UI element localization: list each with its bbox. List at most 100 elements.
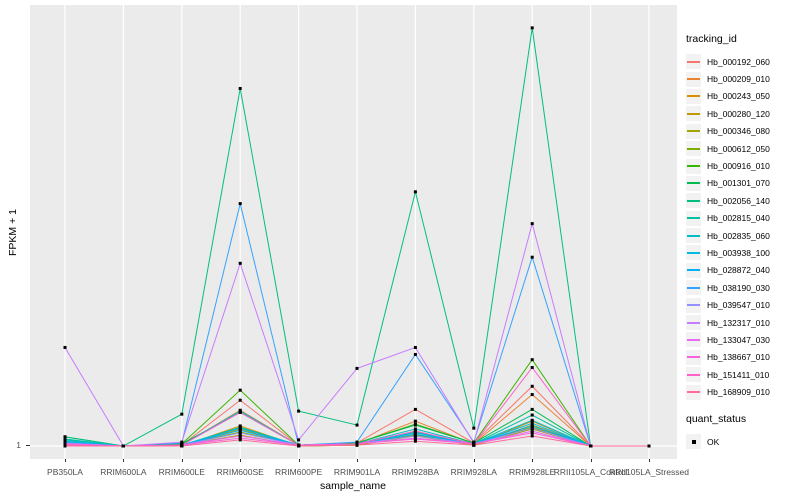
legend-item: Hb_138667_010 bbox=[686, 349, 770, 366]
data-point bbox=[238, 434, 242, 438]
legend-quant-title: quant_status bbox=[686, 412, 747, 425]
data-point bbox=[355, 443, 359, 447]
legend-item: Hb_038190_030 bbox=[686, 279, 770, 296]
data-point bbox=[180, 412, 184, 416]
legend-item-label: Hb_002056_140 bbox=[707, 195, 770, 206]
legend-item-label: Hb_151411_010 bbox=[707, 369, 770, 380]
data-point bbox=[413, 352, 417, 356]
data-point bbox=[238, 261, 242, 265]
x-tick-mark bbox=[123, 459, 125, 462]
x-tick-mark bbox=[590, 459, 592, 462]
legend-key-line-icon bbox=[687, 234, 700, 237]
x-tick-label: RRIM928BA bbox=[391, 467, 440, 477]
x-axis-title: sample_name bbox=[320, 480, 386, 492]
legend-item: Hb_133047_030 bbox=[686, 331, 770, 348]
legend-item-label: Hb_000916_010 bbox=[707, 161, 770, 172]
legend-item: Hb_003938_100 bbox=[686, 244, 770, 261]
quant-ok-key bbox=[686, 434, 701, 449]
legend-item: Hb_002056_140 bbox=[686, 192, 770, 209]
data-point bbox=[238, 438, 242, 442]
legend-item: Hb_000916_010 bbox=[686, 157, 770, 174]
legend-item: Hb_039547_010 bbox=[686, 296, 770, 313]
legend-item-label: Hb_003938_100 bbox=[707, 247, 770, 258]
data-point bbox=[413, 437, 417, 441]
data-point bbox=[180, 444, 184, 448]
legend-item-label: Hb_002815_040 bbox=[707, 213, 770, 224]
legend-item: Hb_002835_060 bbox=[686, 227, 770, 244]
legend-item-label: Hb_000192_060 bbox=[707, 56, 770, 67]
legend-item-label: Hb_000243_050 bbox=[707, 91, 770, 102]
quant-status-section: quant_status OK bbox=[686, 413, 770, 450]
x-tick-mark bbox=[357, 459, 358, 462]
data-point bbox=[297, 438, 301, 442]
legend-key-line-icon bbox=[687, 217, 700, 220]
legend-item: Hb_000192_060 bbox=[686, 53, 770, 70]
legend-key bbox=[686, 262, 701, 278]
legend-item: Hb_168909_010 bbox=[686, 383, 770, 400]
data-point bbox=[355, 423, 359, 427]
legend-key bbox=[686, 106, 701, 122]
legend-item-label: Hb_039547_010 bbox=[707, 300, 770, 311]
data-point bbox=[589, 444, 593, 448]
data-point bbox=[530, 366, 534, 370]
legend-item: Hb_000280_120 bbox=[686, 105, 770, 122]
legend-item: Hb_028872_040 bbox=[686, 262, 770, 279]
x-tick-mark bbox=[298, 459, 300, 462]
x-tick-mark bbox=[532, 459, 534, 462]
data-point bbox=[530, 424, 534, 428]
legend-item: Hb_002815_040 bbox=[686, 210, 770, 227]
x-tick-label: RRIM901LA bbox=[333, 467, 381, 477]
legend-item-label: OK bbox=[707, 436, 720, 447]
legend: tracking_id Hb_000192_060 Hb_000209_010 Hb… bbox=[686, 33, 770, 450]
data-point bbox=[413, 423, 417, 427]
legend-key-line-icon bbox=[687, 130, 700, 133]
legend-key-line-icon bbox=[687, 304, 700, 307]
legend-item-label: Hb_133047_030 bbox=[707, 334, 770, 345]
plot-svg bbox=[30, 5, 677, 459]
data-point bbox=[238, 436, 242, 440]
data-point bbox=[121, 444, 125, 448]
legend-key bbox=[686, 245, 701, 261]
y-tick-mark bbox=[26, 445, 30, 446]
data-point bbox=[413, 190, 417, 194]
data-point bbox=[238, 426, 242, 430]
data-point bbox=[530, 358, 534, 362]
legend-item-label: Hb_000209_010 bbox=[707, 74, 770, 85]
legend-key-line-icon bbox=[687, 373, 700, 376]
data-point bbox=[413, 427, 417, 431]
data-point bbox=[413, 407, 417, 411]
legend-item-label: Hb_038190_030 bbox=[707, 282, 770, 293]
x-tick-label: RRIM600SE bbox=[216, 467, 264, 477]
legend-key-line-icon bbox=[687, 147, 700, 150]
x-tick-label: PB350LA bbox=[47, 467, 83, 477]
x-tick-label: RRIM600LE bbox=[158, 467, 205, 477]
legend-key-line-icon bbox=[687, 112, 700, 115]
x-tick-label: RRIM928LE bbox=[509, 467, 556, 477]
x-tick-mark bbox=[649, 459, 650, 462]
data-point bbox=[530, 255, 534, 259]
legend-key bbox=[686, 54, 701, 70]
data-point bbox=[530, 222, 534, 226]
data-point bbox=[530, 429, 534, 433]
legend-key-line-icon bbox=[687, 95, 700, 98]
legend-item: Hb_000209_010 bbox=[686, 70, 770, 87]
data-point bbox=[238, 388, 242, 392]
legend-key bbox=[686, 315, 701, 331]
legend-key bbox=[686, 175, 701, 191]
legend-key bbox=[686, 71, 701, 87]
legend-key bbox=[686, 158, 701, 174]
legend-key-line-icon bbox=[687, 182, 700, 185]
data-point bbox=[530, 384, 534, 388]
data-point bbox=[413, 432, 417, 436]
data-point bbox=[530, 26, 534, 30]
data-point bbox=[297, 409, 301, 413]
legend-item-label: Hb_168909_010 bbox=[707, 387, 770, 398]
data-point bbox=[63, 435, 67, 439]
legend-item-label: Hb_138667_010 bbox=[707, 352, 770, 363]
data-point bbox=[63, 345, 67, 349]
y-tick-label: 1 bbox=[16, 440, 21, 450]
data-point bbox=[530, 407, 534, 411]
plot-panel bbox=[30, 5, 677, 459]
legend-key bbox=[686, 349, 701, 365]
